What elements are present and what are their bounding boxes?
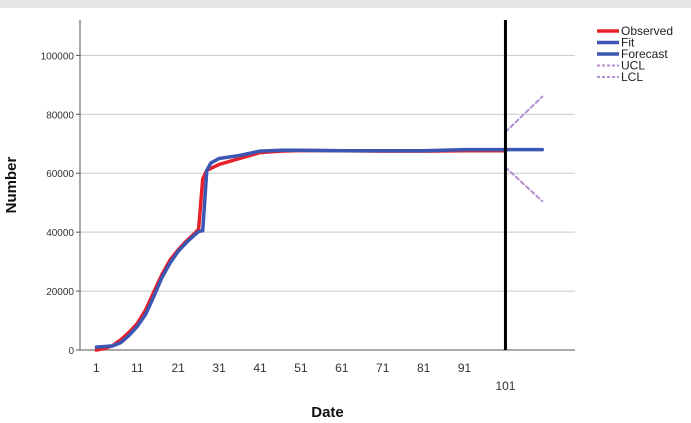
y-tick-label: 60000 — [46, 169, 74, 180]
x-tick-label: 61 — [335, 361, 349, 375]
x-tick-label: 1 — [93, 361, 100, 375]
window-top-bar — [0, 0, 691, 8]
x-tick-label: 101 — [495, 379, 515, 393]
series-line-fit — [94, 147, 508, 349]
y-tick-label: 100000 — [41, 51, 75, 62]
legend-item-fit: Fit — [597, 36, 635, 50]
x-tick-label: 21 — [172, 361, 186, 375]
x-tick-label: 51 — [294, 361, 308, 375]
legend-label: Observed — [621, 24, 673, 38]
x-tick-label: 11 — [131, 361, 144, 375]
x-tick-label: 31 — [212, 361, 226, 375]
axes — [76, 20, 575, 351]
legend-label: Forecast — [621, 47, 668, 61]
legend-label: UCL — [621, 59, 645, 73]
y-axis-title: Number — [3, 157, 20, 214]
series-line-ucl — [504, 95, 544, 133]
series-line-observed — [94, 148, 508, 352]
series-line-lcl — [504, 166, 544, 203]
legend-label: Fit — [621, 36, 635, 50]
x-tick-label: 81 — [417, 361, 431, 375]
legend-item-ucl: UCL — [597, 59, 645, 73]
x-axis-title: Date — [311, 404, 344, 421]
legend-item-lcl: LCL — [597, 70, 643, 84]
y-tick-label: 20000 — [46, 287, 74, 298]
legend-label: LCL — [621, 70, 643, 84]
x-tick-label: 41 — [253, 361, 267, 375]
x-tick-label: 71 — [376, 361, 390, 375]
legend-item-forecast: Forecast — [597, 47, 668, 61]
x-tick-label: 91 — [458, 361, 472, 375]
gridlines — [80, 54, 575, 292]
legend-item-observed: Observed — [597, 24, 673, 38]
y-tick-label: 0 — [68, 346, 74, 357]
y-tick-label: 80000 — [46, 110, 74, 121]
y-tick-label: 40000 — [46, 228, 74, 239]
series-lines — [94, 95, 545, 352]
